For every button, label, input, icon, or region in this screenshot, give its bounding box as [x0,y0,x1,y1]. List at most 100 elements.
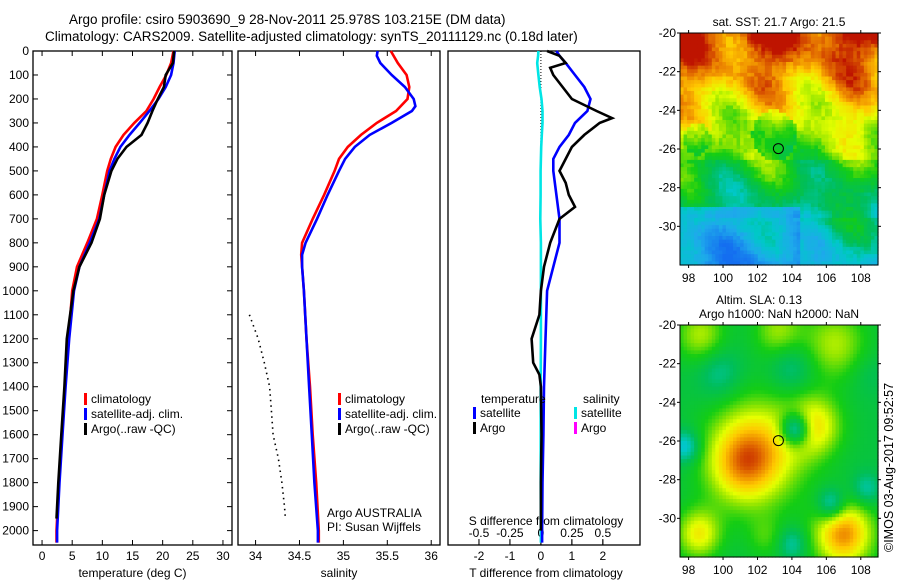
sla-map-xtick-label: 106 [816,563,836,577]
salinity-legend-swatch [338,393,341,405]
diff-legend-temperature-label: satellite [480,406,521,420]
t-difference-xtick-label: 2 [599,549,606,563]
sst-map-ytick-label: -26 [659,142,677,156]
t-difference-xtick-label: -1 [505,549,516,563]
sla-map-pixels [680,325,879,558]
sst-map-xtick-label: 102 [747,271,767,285]
satellite-temp-line [55,50,176,543]
institution-label: Argo AUSTRALIA [327,506,422,520]
temperature-ytick-label: 2000 [2,524,29,538]
argo-temperature-diff-line [530,49,616,531]
diff-legend-temperature-label: Argo [480,421,506,435]
salinity-xtick-label: 35.5 [376,549,400,563]
sla-map-subtitle: Argo h1000: NaN h2000: NaN [699,307,859,321]
temperature-xtick-label: 5 [69,549,76,563]
diff-legend-temperature-swatch [473,422,476,434]
diff-legend-temperature-heading: temperature [481,392,546,406]
salinity-legend-label: satellite-adj. clim. [345,407,437,421]
sla-map-xtick-label: 98 [682,563,696,577]
argo-salinity-dotted-line [248,314,287,519]
s-difference-xtick-label: -0.5 [469,526,490,540]
temperature-ytick-label: 700 [9,212,29,226]
sla-map-ytick-label: -28 [659,473,677,487]
temperature-xtick-label: 25 [186,549,200,563]
sla-map-argo-location-marker [772,435,784,447]
temperature-legend-swatch [84,423,87,435]
salinity-legend-swatch [338,423,341,435]
climatology-salinity-line [299,50,411,543]
sst-map-ytick-label: -28 [659,181,677,195]
temperature-xtick-label: 15 [126,549,140,563]
sla-map-xtick-label: 108 [851,563,871,577]
sla-map-xtick-label: 102 [747,563,767,577]
salinity-xlabel: salinity [321,566,358,580]
temperature-legend-swatch [84,393,87,405]
temperature-legend-label: Argo(..raw -QC) [91,422,176,436]
argo-temp-line [55,50,176,519]
temperature-xtick-label: 30 [216,549,230,563]
sla-map-xtick-label: 100 [713,563,733,577]
sst-map-xtick-label: 106 [816,271,836,285]
salinity-xtick-label: 35 [337,549,351,563]
sst-map-xtick-label: 100 [713,271,733,285]
salinity-xtick-label: 34 [249,549,263,563]
figure-title-line1: Argo profile: csiro 5903690_9 28-Nov-201… [69,12,506,27]
temperature-ytick-label: 400 [9,140,29,154]
temperature-xlabel: temperature (deg C) [78,566,186,580]
sla-map-xtick-label: 104 [782,563,802,577]
temperature-legend-swatch [84,408,87,420]
sla-map-ytick-label: -20 [659,318,677,332]
s-difference-xtick-label: -0.25 [496,526,524,540]
sst-map-xtick-label: 104 [782,271,802,285]
temperature-ytick-label: 1700 [2,452,29,466]
temperature-ytick-label: 1800 [2,476,29,490]
t-difference-xtick-label: 0 [538,549,545,563]
temperature-ytick-label: 1000 [2,284,29,298]
salinity-legend-swatch [338,408,341,420]
salinity-legend-label: Argo(..raw -QC) [345,422,430,436]
diff-legend-salinity-label: Argo [581,421,607,435]
salinity-panel-frame [237,50,441,546]
temperature-ytick-label: 600 [9,188,29,202]
satellite-temperature-diff-line [540,50,592,543]
sst-map-title: sat. SST: 21.7 Argo: 21.5 [713,15,846,29]
diff-legend-salinity-swatch [574,422,577,434]
figure-title-line2: Climatology: CARS2009. Satellite-adjuste… [45,29,578,44]
s-difference-xtick-label: 0.25 [560,526,584,540]
temperature-ytick-label: 1500 [2,404,29,418]
sla-map-ytick-label: -30 [659,511,677,525]
temperature-legend-label: climatology [91,392,151,406]
temperature-xtick-label: 10 [96,549,110,563]
diff-legend-salinity-label: satellite [581,406,622,420]
temperature-ytick-label: 800 [9,236,29,250]
sla-map-ytick-label: -26 [659,434,677,448]
temperature-xtick-label: 20 [156,549,170,563]
t-difference-xtick-label: 1 [569,549,576,563]
s-difference-xtick-label: 0.5 [594,526,611,540]
t-difference-xlabel: T difference from climatology [469,566,623,580]
satellite-salinity-line [300,50,417,543]
temperature-ytick-label: 100 [9,68,29,82]
diff-legend-temperature-swatch [473,407,476,419]
s-difference-xlabel: S difference from climatology [469,514,624,528]
temperature-xtick-label: 0 [39,549,46,563]
sst-map-argo-location-marker [772,143,784,155]
salinity-xtick-label: 34.5 [288,549,312,563]
diff-legend-salinity-heading: salinity [583,392,620,406]
temperature-legend-label: satellite-adj. clim. [91,407,183,421]
diff-legend-salinity-swatch [574,407,577,419]
sla-map-ytick-label: -22 [659,357,677,371]
difference-panel-frame [447,50,641,546]
salinity-xtick-label: 36 [425,549,439,563]
temperature-ytick-label: 500 [9,164,29,178]
temperature-ytick-label: 1300 [2,356,29,370]
temperature-ytick-label: 900 [9,260,29,274]
sst-map-xtick-label: 108 [851,271,871,285]
t-difference-xtick-label: -2 [474,549,485,563]
sst-map-ytick-label: -20 [659,26,677,40]
temperature-ytick-label: 1400 [2,380,29,394]
sst-map-ytick-label: -22 [659,65,677,79]
temperature-ytick-label: 300 [9,116,29,130]
temperature-ytick-label: 200 [9,92,29,106]
